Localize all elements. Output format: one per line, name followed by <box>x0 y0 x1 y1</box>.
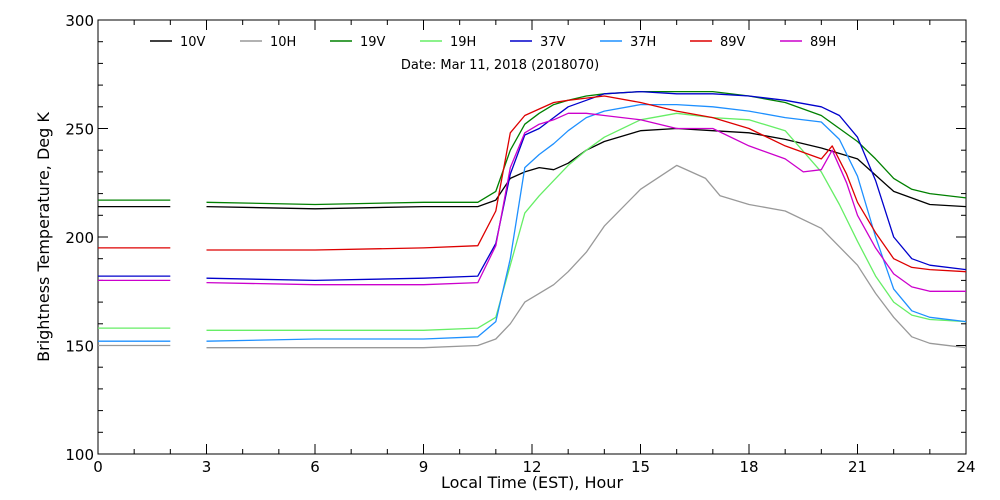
legend-label-19v: 19V <box>360 35 386 50</box>
legend-label-19h: 19H <box>450 35 476 50</box>
x-axis-label: Local Time (EST), Hour <box>441 473 623 492</box>
x-tick-label: 21 <box>848 458 867 476</box>
x-tick-label: 0 <box>93 458 103 476</box>
y-tick-label: 150 <box>65 338 94 356</box>
x-tick-label: 18 <box>739 458 758 476</box>
legend-label-89h: 89H <box>810 35 836 50</box>
legend-label-37h: 37H <box>630 35 656 50</box>
series-line-19v <box>98 90 967 206</box>
series-line-37v <box>98 90 967 282</box>
x-tick-label: 12 <box>522 458 541 476</box>
series-line-89v <box>98 95 967 273</box>
series-line-10v <box>98 127 967 210</box>
series-line-10h <box>98 164 967 349</box>
legend-label-89v: 89V <box>720 35 746 50</box>
plot-frame <box>97 19 967 455</box>
y-tick-label: 200 <box>65 229 94 247</box>
y-tick-label: 100 <box>65 446 94 464</box>
series-layer <box>98 90 967 349</box>
y-tick-label: 300 <box>65 12 94 30</box>
y-tick-label: 250 <box>65 121 94 139</box>
x-tick-label: 9 <box>419 458 429 476</box>
x-tick-label: 24 <box>956 458 975 476</box>
series-line-89h <box>98 112 966 292</box>
legend: 10V 10H 19V 19H 37V 37H 89V 89H <box>150 35 836 50</box>
legend-label-10h: 10H <box>270 35 296 50</box>
y-axis-label: Brightness Temperature, Deg K <box>34 112 53 362</box>
x-tick-label: 3 <box>202 458 212 476</box>
x-tick-label: 6 <box>310 458 320 476</box>
legend-label-10v: 10V <box>180 35 206 50</box>
legend-label-37v: 37V <box>540 35 566 50</box>
axis-ticks: 0 3 6 9 12 15 18 21 24 100 150 200 250 300 <box>65 12 975 476</box>
x-tick-label: 15 <box>631 458 650 476</box>
series-line-37h <box>98 103 967 342</box>
chart-subtitle: Date: Mar 11, 2018 (2018070) <box>401 58 599 73</box>
